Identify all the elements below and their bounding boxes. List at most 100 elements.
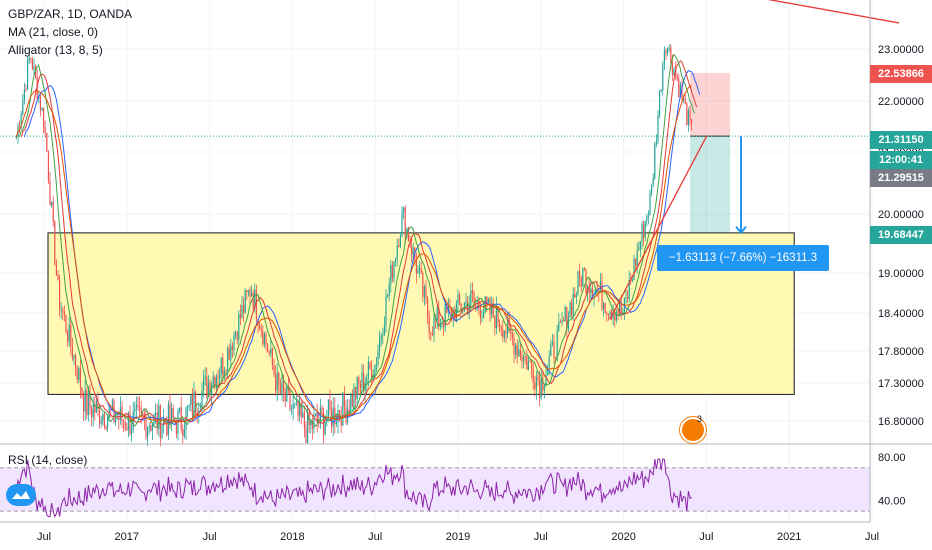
- candle-body: [377, 351, 379, 365]
- candle-body: [383, 325, 385, 336]
- trendline: [609, 135, 708, 320]
- candle-body: [83, 395, 85, 412]
- candle-body: [172, 408, 174, 419]
- candle-body: [343, 392, 345, 408]
- candle-body: [473, 292, 475, 301]
- candle-body: [628, 280, 630, 299]
- candle-body: [428, 316, 430, 333]
- candle-body: [124, 421, 126, 429]
- candle-body: [212, 376, 214, 386]
- candle-body: [451, 307, 453, 320]
- candle-body: [638, 248, 640, 251]
- candle-body: [371, 369, 373, 381]
- candle-body: [158, 405, 160, 429]
- candle-body: [151, 424, 153, 431]
- candle-body: [579, 271, 581, 278]
- candle-body: [417, 269, 419, 274]
- candle-body: [548, 356, 550, 368]
- candle-body: [193, 392, 195, 415]
- candle-body: [543, 385, 545, 391]
- candle-body: [191, 395, 193, 415]
- candle-body: [263, 334, 265, 345]
- time-tick: Jul: [699, 531, 713, 543]
- candle-body: [244, 290, 246, 313]
- candle-body: [348, 409, 350, 414]
- candle-body: [359, 383, 361, 389]
- candle-body: [444, 304, 446, 328]
- candle-body: [47, 151, 49, 182]
- candle-body: [553, 341, 555, 358]
- candle-body: [547, 367, 549, 375]
- candle-body: [139, 406, 141, 409]
- candle-body: [614, 313, 616, 321]
- candle-body: [532, 369, 534, 383]
- candle-body: [327, 399, 329, 419]
- candle-body: [137, 404, 139, 407]
- candle-body: [356, 377, 358, 400]
- candle-body: [505, 331, 507, 334]
- candles: [15, 44, 693, 447]
- candle-body: [391, 264, 393, 279]
- candle-body: [217, 376, 219, 379]
- time-tick: 2021: [777, 531, 801, 543]
- candle-body: [89, 393, 91, 409]
- candle-body: [603, 303, 605, 310]
- alligator-legend[interactable]: Alligator (13, 8, 5): [8, 43, 103, 57]
- candle-body: [582, 268, 584, 287]
- reward-box: [690, 136, 730, 233]
- candle-body: [62, 309, 64, 313]
- candle-body: [567, 316, 569, 329]
- candle-body: [335, 422, 337, 425]
- candle-body: [220, 358, 222, 375]
- tradingview-logo-icon[interactable]: [6, 484, 36, 506]
- candle-body: [395, 258, 397, 262]
- candle-body: [639, 241, 641, 249]
- candle-body: [556, 330, 558, 359]
- candle-body: [590, 288, 592, 293]
- candle-body: [612, 313, 614, 319]
- candle-body: [385, 296, 387, 326]
- candle-body: [350, 395, 352, 414]
- candle-body: [571, 302, 573, 316]
- candle-body: [279, 385, 281, 394]
- candle-body: [275, 374, 277, 391]
- candle-body: [179, 407, 181, 411]
- ma-legend[interactable]: MA (21, close, 0): [8, 25, 99, 39]
- candle-body: [379, 339, 381, 352]
- candle-body: [60, 309, 62, 311]
- candle-body: [302, 412, 304, 418]
- flag-badge-icon[interactable]: [680, 417, 706, 443]
- rsi-tick: 80.00: [878, 452, 906, 464]
- candle-body: [433, 317, 435, 335]
- candle-body: [249, 289, 251, 297]
- candle-body: [407, 228, 409, 242]
- candle-body: [340, 416, 342, 426]
- candle-body: [635, 258, 637, 267]
- candle-body: [313, 415, 315, 429]
- candle-body: [145, 419, 147, 438]
- candle-body: [673, 69, 675, 75]
- candle-body: [465, 301, 467, 303]
- candle-body: [671, 62, 673, 75]
- short-position-tool[interactable]: [0, 72, 870, 235]
- candle-body: [609, 311, 611, 316]
- candle-body: [73, 355, 75, 359]
- candle-body: [366, 377, 368, 383]
- candle-body: [231, 346, 233, 351]
- rsi-legend[interactable]: RSI (14, close): [8, 453, 88, 467]
- candle-body: [339, 410, 341, 417]
- candle-body: [46, 132, 48, 152]
- candle-body: [238, 313, 240, 340]
- candle-body: [555, 357, 557, 359]
- candle-body: [59, 280, 61, 310]
- candle-body: [115, 418, 117, 423]
- candle-body: [492, 303, 494, 317]
- candle-body: [223, 370, 225, 376]
- candle-body: [404, 207, 406, 236]
- candle-body: [57, 275, 59, 281]
- candle-body: [655, 141, 657, 144]
- trendlines[interactable]: [609, 0, 900, 320]
- candle-body: [529, 361, 531, 363]
- candle-body: [166, 423, 168, 436]
